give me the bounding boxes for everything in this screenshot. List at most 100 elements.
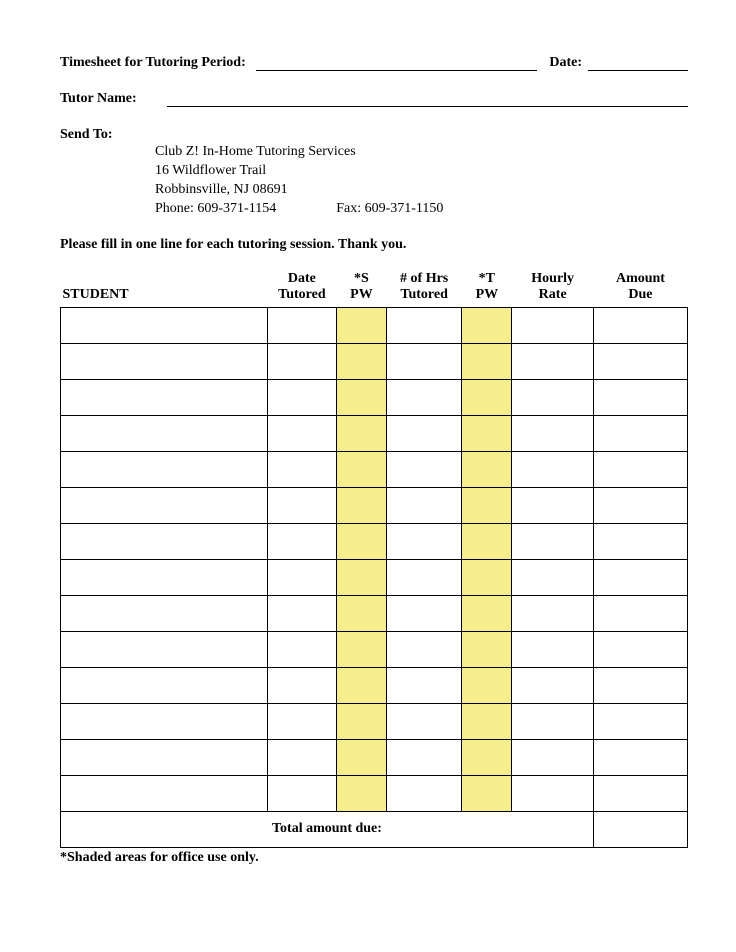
table-cell[interactable] (462, 487, 512, 523)
table-cell[interactable] (61, 379, 268, 415)
table-cell[interactable] (267, 343, 336, 379)
table-cell[interactable] (387, 775, 462, 811)
table-cell[interactable] (593, 703, 687, 739)
table-cell[interactable] (387, 595, 462, 631)
table-cell[interactable] (336, 667, 386, 703)
table-cell[interactable] (267, 379, 336, 415)
table-cell[interactable] (61, 523, 268, 559)
table-cell[interactable] (593, 487, 687, 523)
table-cell[interactable] (267, 307, 336, 343)
table-cell[interactable] (267, 559, 336, 595)
table-cell[interactable] (267, 703, 336, 739)
table-cell[interactable] (593, 379, 687, 415)
table-cell[interactable] (336, 703, 386, 739)
table-cell[interactable] (387, 523, 462, 559)
table-cell[interactable] (267, 667, 336, 703)
table-cell[interactable] (512, 667, 594, 703)
table-cell[interactable] (512, 451, 594, 487)
date-blank[interactable] (588, 57, 688, 71)
table-cell[interactable] (387, 667, 462, 703)
table-cell[interactable] (61, 559, 268, 595)
table-cell[interactable] (462, 775, 512, 811)
table-cell[interactable] (593, 595, 687, 631)
table-cell[interactable] (512, 343, 594, 379)
table-cell[interactable] (512, 775, 594, 811)
table-cell[interactable] (61, 667, 268, 703)
table-cell[interactable] (462, 631, 512, 667)
table-cell[interactable] (387, 559, 462, 595)
table-cell[interactable] (462, 559, 512, 595)
table-cell[interactable] (387, 307, 462, 343)
table-cell[interactable] (336, 559, 386, 595)
table-cell[interactable] (462, 415, 512, 451)
table-cell[interactable] (462, 595, 512, 631)
table-cell[interactable] (387, 487, 462, 523)
table-cell[interactable] (267, 595, 336, 631)
table-cell[interactable] (336, 379, 386, 415)
table-cell[interactable] (462, 667, 512, 703)
table-cell[interactable] (462, 739, 512, 775)
tutor-blank[interactable] (167, 93, 688, 107)
table-cell[interactable] (387, 703, 462, 739)
table-cell[interactable] (61, 739, 268, 775)
table-cell[interactable] (593, 415, 687, 451)
table-cell[interactable] (512, 523, 594, 559)
table-cell[interactable] (387, 379, 462, 415)
table-cell[interactable] (336, 415, 386, 451)
table-cell[interactable] (267, 487, 336, 523)
table-cell[interactable] (336, 451, 386, 487)
table-cell[interactable] (61, 451, 268, 487)
table-cell[interactable] (61, 307, 268, 343)
table-cell[interactable] (593, 307, 687, 343)
table-cell[interactable] (61, 487, 268, 523)
table-cell[interactable] (387, 415, 462, 451)
table-cell[interactable] (336, 739, 386, 775)
table-cell[interactable] (512, 487, 594, 523)
table-cell[interactable] (336, 523, 386, 559)
table-cell[interactable] (336, 631, 386, 667)
table-cell[interactable] (512, 559, 594, 595)
table-cell[interactable] (387, 343, 462, 379)
table-cell[interactable] (267, 451, 336, 487)
table-cell[interactable] (593, 523, 687, 559)
table-cell[interactable] (512, 415, 594, 451)
table-cell[interactable] (336, 307, 386, 343)
table-cell[interactable] (512, 631, 594, 667)
table-cell[interactable] (336, 775, 386, 811)
table-cell[interactable] (462, 379, 512, 415)
table-cell[interactable] (593, 343, 687, 379)
table-cell[interactable] (61, 595, 268, 631)
table-cell[interactable] (387, 451, 462, 487)
table-cell[interactable] (267, 415, 336, 451)
table-cell[interactable] (462, 703, 512, 739)
table-cell[interactable] (387, 631, 462, 667)
table-cell[interactable] (593, 631, 687, 667)
table-cell[interactable] (462, 523, 512, 559)
period-blank[interactable] (256, 57, 538, 71)
table-cell[interactable] (267, 775, 336, 811)
table-cell[interactable] (61, 703, 268, 739)
table-cell[interactable] (512, 703, 594, 739)
table-cell[interactable] (593, 739, 687, 775)
table-cell[interactable] (593, 775, 687, 811)
table-cell[interactable] (336, 487, 386, 523)
table-cell[interactable] (267, 523, 336, 559)
table-cell[interactable] (593, 451, 687, 487)
table-cell[interactable] (336, 595, 386, 631)
table-cell[interactable] (462, 343, 512, 379)
table-cell[interactable] (61, 415, 268, 451)
total-amount-cell[interactable] (593, 811, 687, 847)
table-cell[interactable] (387, 739, 462, 775)
table-cell[interactable] (593, 559, 687, 595)
table-cell[interactable] (512, 307, 594, 343)
table-cell[interactable] (336, 343, 386, 379)
table-cell[interactable] (593, 667, 687, 703)
table-cell[interactable] (462, 307, 512, 343)
table-cell[interactable] (512, 595, 594, 631)
table-cell[interactable] (512, 379, 594, 415)
table-cell[interactable] (61, 775, 268, 811)
table-cell[interactable] (462, 451, 512, 487)
table-cell[interactable] (61, 631, 268, 667)
table-cell[interactable] (61, 343, 268, 379)
table-cell[interactable] (267, 739, 336, 775)
